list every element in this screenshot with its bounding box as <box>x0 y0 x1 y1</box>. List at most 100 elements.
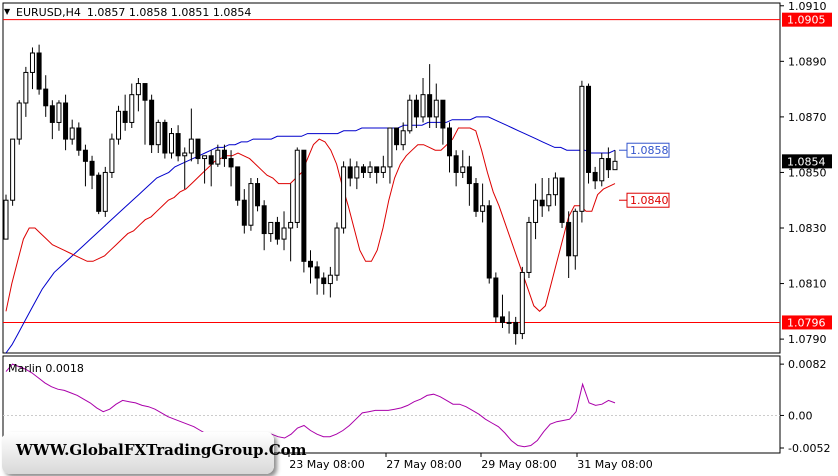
candle-body[interactable] <box>122 110 128 123</box>
candle-body[interactable] <box>380 166 386 173</box>
candle-body[interactable] <box>586 85 592 173</box>
candle-body[interactable] <box>407 99 413 132</box>
candle-body[interactable] <box>552 177 558 196</box>
candle-body[interactable] <box>43 88 49 107</box>
candle-body[interactable] <box>327 274 333 285</box>
candle-body[interactable] <box>440 99 446 129</box>
candle-body[interactable] <box>142 83 148 101</box>
candle-body[interactable] <box>274 221 280 240</box>
candle-body[interactable] <box>116 110 122 140</box>
candle-body[interactable] <box>63 102 69 140</box>
candle-body[interactable] <box>394 127 400 146</box>
candle-body[interactable] <box>155 121 161 146</box>
candle-body[interactable] <box>89 160 95 176</box>
candle-body[interactable] <box>215 149 221 165</box>
candle-body[interactable] <box>341 166 347 229</box>
candle-body[interactable] <box>162 121 168 154</box>
candle-body[interactable] <box>447 127 453 157</box>
annotation-box <box>626 142 670 158</box>
candle-body[interactable] <box>49 105 55 123</box>
candle-body[interactable] <box>221 149 227 160</box>
candle-body[interactable] <box>235 166 241 201</box>
candle-body[interactable] <box>566 221 572 257</box>
candle-body[interactable] <box>387 127 393 168</box>
candle-body[interactable] <box>539 199 545 207</box>
candle-body[interactable] <box>109 138 115 173</box>
candle-body[interactable] <box>374 166 380 173</box>
candle-body[interactable] <box>56 102 62 123</box>
candle-body[interactable] <box>473 183 479 212</box>
candle-body[interactable] <box>513 321 519 335</box>
candle-body[interactable] <box>76 127 82 151</box>
candle-body[interactable] <box>202 155 208 160</box>
candle-body[interactable] <box>367 166 373 173</box>
candle-body[interactable] <box>314 266 320 279</box>
candle-body[interactable] <box>288 221 294 229</box>
candle-body[interactable] <box>248 183 254 226</box>
candle-body[interactable] <box>208 155 214 165</box>
candle-body[interactable] <box>519 271 525 335</box>
candle-body[interactable] <box>605 158 611 171</box>
candle-body[interactable] <box>69 127 75 140</box>
candle-body[interactable] <box>572 210 578 257</box>
annotation-box <box>626 192 670 208</box>
candle-body[interactable] <box>301 149 307 262</box>
candle-body[interactable] <box>480 205 486 212</box>
candle-body[interactable] <box>354 166 360 179</box>
candle-body[interactable] <box>334 227 340 276</box>
candle-body[interactable] <box>321 277 327 285</box>
candle-body[interactable] <box>102 171 108 212</box>
candle-body[interactable] <box>499 316 505 323</box>
candle-body[interactable] <box>129 94 135 123</box>
price-axis-label: 1.0790 <box>788 333 827 346</box>
candle-body[interactable] <box>195 138 201 160</box>
candle-body[interactable] <box>175 133 181 157</box>
candle-body[interactable] <box>599 158 605 182</box>
candle-body[interactable] <box>168 133 174 154</box>
candle-body[interactable] <box>546 194 552 207</box>
candle-body[interactable] <box>294 149 300 223</box>
candle-body[interactable] <box>559 177 565 223</box>
candle-body[interactable] <box>460 166 466 173</box>
main-price-panel[interactable]: 1.0910 1.0890 1.0870 1.0850 1.0830 1.0810 1.07… <box>2 0 832 354</box>
candle-body[interactable] <box>281 227 287 240</box>
candle-body[interactable] <box>188 138 194 154</box>
candle-body[interactable] <box>182 152 188 157</box>
candle-body[interactable] <box>420 94 426 118</box>
candle-body[interactable] <box>261 205 267 235</box>
candle-body[interactable] <box>268 221 274 235</box>
candle-body[interactable] <box>29 52 35 73</box>
candle-body[interactable] <box>506 321 512 324</box>
candle-body[interactable] <box>135 83 141 96</box>
candle-body[interactable] <box>579 85 585 212</box>
candle-body[interactable] <box>16 102 22 140</box>
candle-body[interactable] <box>413 99 419 118</box>
candle-body[interactable] <box>308 260 313 268</box>
candle-body[interactable] <box>255 183 261 207</box>
dropdown-arrow-icon[interactable]: ▼ <box>4 7 11 16</box>
candle-body[interactable] <box>526 221 532 273</box>
candle-body[interactable] <box>466 166 472 185</box>
candle-body[interactable] <box>241 199 247 226</box>
candle-body[interactable] <box>10 138 16 201</box>
candle-body[interactable] <box>360 166 366 173</box>
candle-body[interactable] <box>612 160 618 171</box>
oscillator-panel[interactable]: 0.0082 0.00 -0.0052 <box>2 355 830 455</box>
candle-body[interactable] <box>96 174 102 212</box>
candle-body[interactable] <box>486 205 492 279</box>
candle-body[interactable] <box>347 166 353 179</box>
candle-body[interactable] <box>36 52 42 90</box>
candle-body[interactable] <box>493 277 499 318</box>
candle-body[interactable] <box>453 155 459 173</box>
candle-body[interactable] <box>23 71 29 104</box>
candle-body[interactable] <box>533 199 539 223</box>
candle-body[interactable] <box>592 171 598 182</box>
candle-body[interactable] <box>149 99 155 146</box>
candle-body[interactable] <box>228 158 234 168</box>
candle-body[interactable] <box>433 99 439 118</box>
candle-body[interactable] <box>3 199 9 240</box>
candle-body[interactable] <box>82 149 88 162</box>
candle-body[interactable] <box>427 94 433 118</box>
candle-body[interactable] <box>400 130 406 146</box>
